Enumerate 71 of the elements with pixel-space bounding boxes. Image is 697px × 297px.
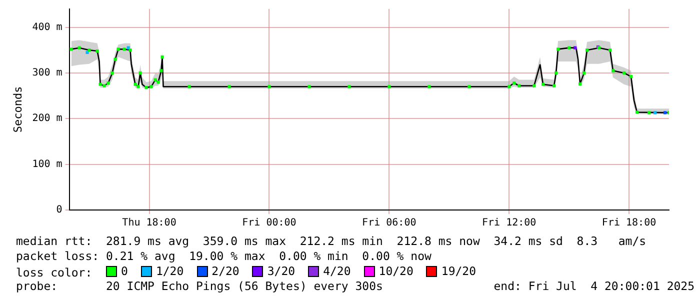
y-tick-label: 300 m bbox=[32, 68, 62, 79]
point bbox=[428, 85, 431, 88]
legend-label: 3/20 bbox=[267, 264, 296, 278]
point bbox=[106, 81, 110, 85]
point bbox=[629, 75, 633, 78]
legend-label: 4/20 bbox=[323, 264, 351, 278]
legend-label: 2/20 bbox=[212, 264, 240, 278]
point bbox=[154, 78, 157, 82]
text: probe: 20 ICMP Echo Pings (56 Bytes) every 300s end: Fri Jul 4 20:00:01 2025 bbox=[16, 279, 695, 293]
y-tick-label: 200 m bbox=[32, 113, 62, 124]
point bbox=[98, 82, 102, 86]
y-tick-label: 100 m bbox=[32, 158, 62, 170]
x-tick-label: Fri 12:00 bbox=[482, 218, 536, 229]
point bbox=[622, 71, 626, 75]
point bbox=[70, 48, 73, 51]
point bbox=[552, 84, 556, 88]
point bbox=[578, 82, 582, 86]
legend-label: 10/20 bbox=[378, 264, 414, 278]
point bbox=[150, 85, 153, 88]
x-tick-label: Fri 06:00 bbox=[362, 218, 416, 229]
text: packet loss: 0.21 % avg 19.00 % max 0.00 % min 0.00 % now bbox=[16, 249, 432, 263]
point bbox=[138, 71, 142, 75]
point bbox=[608, 48, 612, 52]
point bbox=[160, 69, 163, 72]
point bbox=[114, 58, 117, 61]
point bbox=[532, 84, 536, 88]
point bbox=[635, 110, 639, 114]
point bbox=[96, 49, 99, 53]
point bbox=[144, 86, 148, 90]
point bbox=[308, 85, 311, 88]
legend-title: loss color: bbox=[16, 266, 94, 280]
point bbox=[110, 71, 114, 75]
legend-label: 19/20 bbox=[441, 264, 476, 278]
point bbox=[228, 85, 231, 88]
point bbox=[518, 84, 521, 88]
text: median rtt: 281.9 ms avg 359.0 ms max 212.2 ms min 212.8 ms now 34.2 ms sd 8.3 am/s bbox=[16, 234, 646, 248]
point bbox=[348, 85, 351, 88]
x-tick-label: Thu 18:00 bbox=[122, 218, 176, 229]
point bbox=[388, 85, 391, 88]
point bbox=[136, 85, 140, 88]
point bbox=[512, 81, 516, 85]
point bbox=[188, 85, 191, 88]
point bbox=[653, 111, 657, 114]
point bbox=[116, 48, 120, 51]
point bbox=[78, 46, 81, 50]
point bbox=[268, 85, 271, 88]
point bbox=[508, 85, 511, 88]
x-tick-label: Fri 18:00 bbox=[602, 218, 656, 229]
y-tick-label: 0 bbox=[56, 204, 62, 216]
point bbox=[160, 55, 164, 59]
point bbox=[585, 48, 589, 52]
point bbox=[128, 48, 132, 52]
point bbox=[582, 71, 586, 75]
point bbox=[554, 71, 558, 75]
y-tick-label: 400 m bbox=[32, 22, 62, 33]
point bbox=[134, 82, 137, 86]
point bbox=[567, 46, 571, 50]
point bbox=[122, 48, 126, 51]
legend-label: 1/20 bbox=[156, 264, 184, 278]
point bbox=[102, 84, 106, 88]
point bbox=[542, 82, 545, 86]
y-axis-title: Seconds bbox=[11, 86, 24, 133]
x-tick-label: Fri 00:00 bbox=[242, 218, 296, 229]
point bbox=[556, 48, 560, 51]
point bbox=[468, 85, 471, 88]
point bbox=[573, 46, 577, 50]
point bbox=[647, 111, 651, 114]
point bbox=[611, 69, 615, 72]
point bbox=[156, 80, 160, 84]
legend-label: 0 bbox=[121, 264, 128, 278]
point bbox=[663, 111, 667, 114]
